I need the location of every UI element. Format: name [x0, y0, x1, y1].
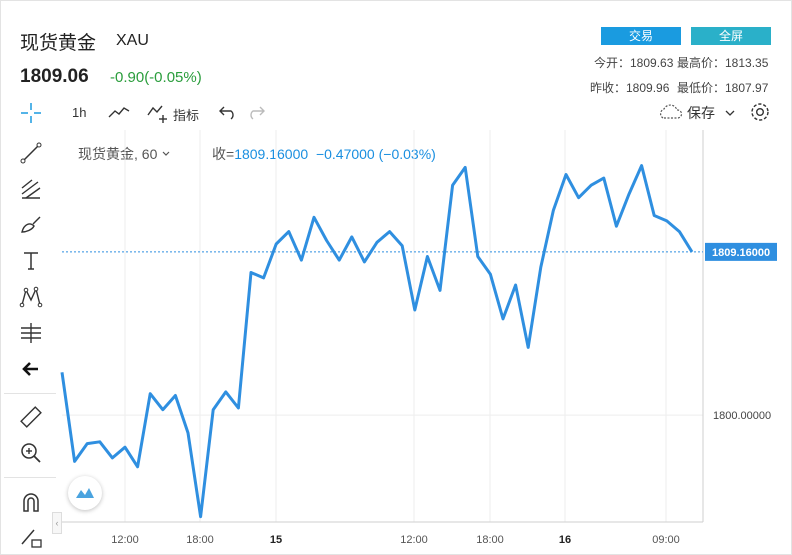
x-tick-label: 18:00	[476, 534, 504, 546]
instrument-symbol: XAU	[116, 32, 149, 49]
chevron-down-icon[interactable]	[161, 149, 171, 159]
arrow-left-icon[interactable]	[18, 356, 44, 382]
measure-tool-icon[interactable]	[18, 320, 44, 346]
high-price: 最高价：1813.35	[677, 56, 769, 70]
zoom-in-icon[interactable]	[18, 440, 44, 466]
save-button[interactable]: 保存	[687, 105, 715, 121]
trend-line-icon[interactable]	[18, 140, 44, 166]
toolbar-divider	[4, 477, 56, 478]
svg-text:1809.16000: 1809.16000	[712, 247, 770, 259]
toolbar-divider	[4, 393, 56, 394]
y-tick-label: 1800.00000	[713, 410, 771, 422]
redo-icon[interactable]	[246, 103, 266, 121]
chevron-down-icon[interactable]	[724, 106, 736, 118]
fullscreen-button[interactable]: 全屏	[691, 27, 771, 45]
trade-button[interactable]: 交易	[601, 27, 681, 45]
instrument-title: 现货黄金	[20, 33, 97, 54]
price-change: -0.90(-0.05%)	[110, 69, 202, 86]
current-price-tag: 1809.16000	[705, 242, 777, 261]
brush-icon[interactable]	[18, 212, 44, 238]
logo-icon	[68, 476, 102, 510]
ruler-icon[interactable]	[18, 404, 44, 430]
x-tick-label: 18:00	[186, 534, 214, 546]
prev-close-price: 昨收：1809.96	[590, 81, 670, 95]
text-tool-icon[interactable]	[18, 248, 44, 274]
fib-tools-icon[interactable]	[18, 176, 44, 202]
indicators-button[interactable]: 指标	[173, 108, 200, 123]
indicators-icon[interactable]	[146, 102, 170, 124]
close-value: 1809.16000	[234, 146, 309, 162]
close-change: −0.47000 (−0.03%)	[315, 146, 436, 162]
cloud-save-icon[interactable]	[656, 102, 684, 122]
undo-icon[interactable]	[218, 103, 238, 121]
interval-selector[interactable]: 1h	[72, 105, 87, 120]
low-price: 最低价：1807.97	[677, 81, 769, 95]
x-tick-label: 09:00	[652, 534, 680, 546]
series-legend[interactable]: 现货黄金, 60	[78, 144, 171, 164]
collapse-toolbar-handle[interactable]: ‹	[52, 512, 62, 534]
settings-gear-icon[interactable]	[749, 101, 771, 123]
line-chart-type-icon[interactable]	[106, 102, 132, 122]
current-price: 1809.06	[20, 66, 89, 87]
pattern-tool-icon[interactable]	[18, 284, 44, 310]
x-tick-label: 12:00	[111, 534, 139, 546]
series-name: 现货黄金, 60	[78, 146, 158, 162]
x-tick-label: 15	[270, 534, 282, 546]
magnet-icon[interactable]	[18, 490, 44, 516]
ohlc-readout: 收=1809.16000 −0.47000 (−0.03%)	[212, 144, 436, 164]
x-tick-label: 12:00	[400, 534, 428, 546]
lock-drawing-icon[interactable]	[18, 524, 44, 550]
open-price: 今开：1809.63	[594, 56, 674, 70]
x-tick-label: 16	[559, 534, 571, 546]
series-line	[60, 164, 694, 519]
crosshair-icon[interactable]	[18, 100, 44, 126]
close-label: 收=	[212, 146, 235, 162]
